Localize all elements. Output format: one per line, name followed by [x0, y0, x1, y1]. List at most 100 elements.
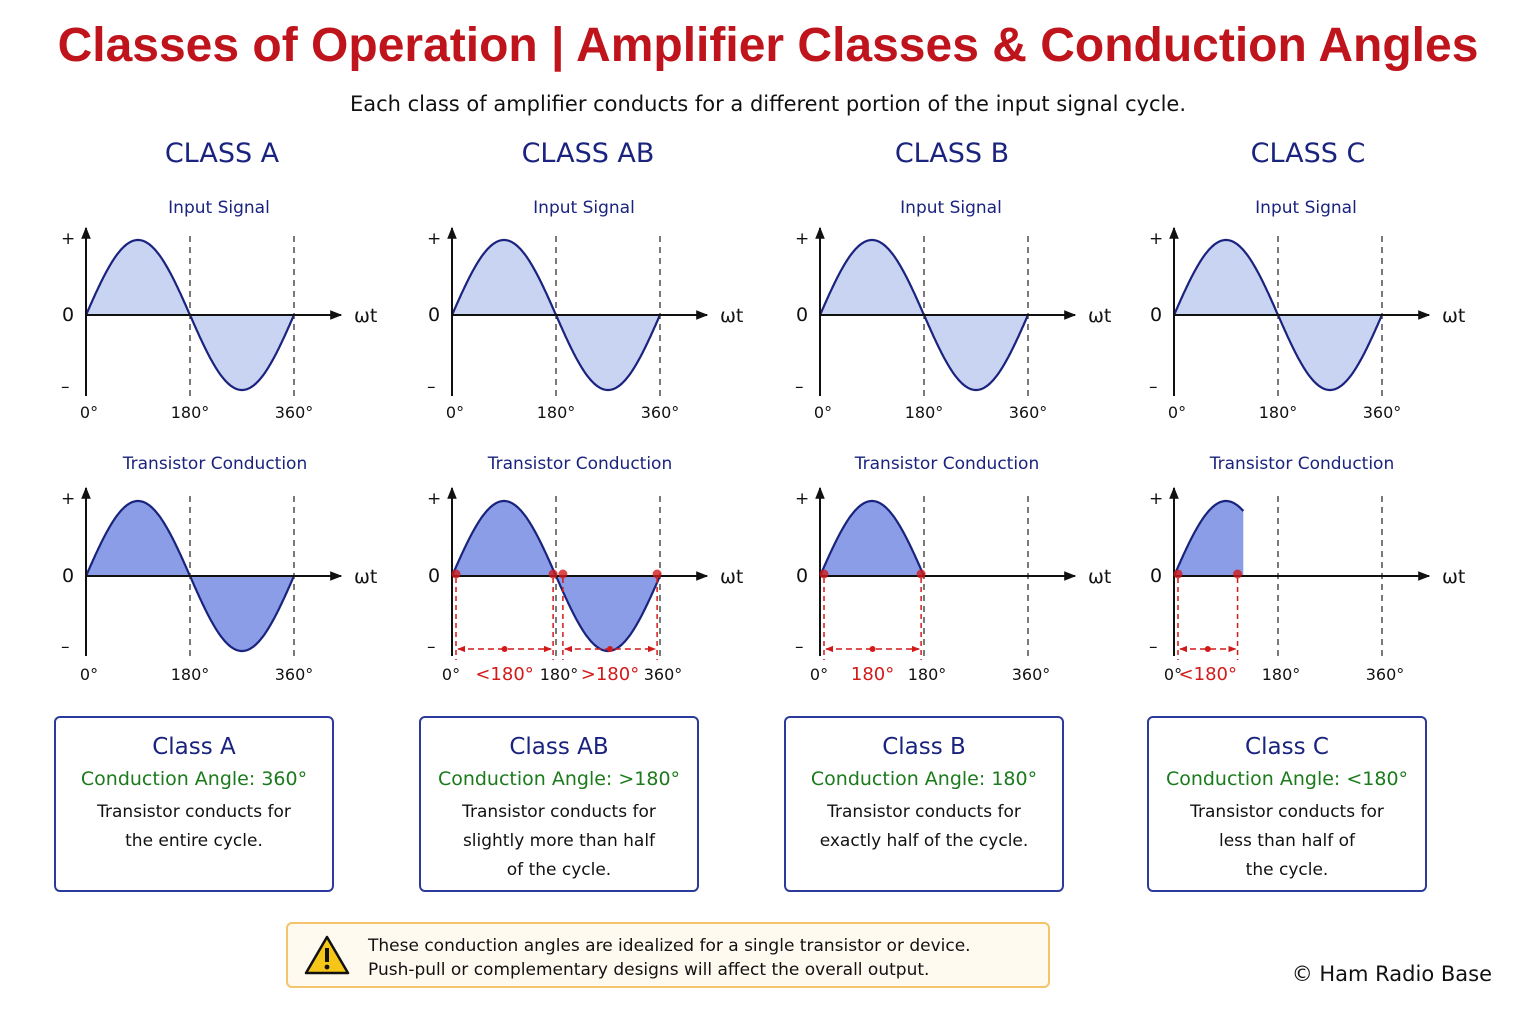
axis-minus-label: – [795, 377, 804, 397]
conduction-span-midpoint [869, 646, 876, 652]
class-description-line: Transistor conducts for [462, 802, 656, 822]
tick-label-360: 360° [1012, 665, 1051, 684]
conduction-angle-text: Conduction Angle: 180° [810, 768, 1038, 790]
conduction-start-dot [558, 569, 568, 579]
tick-label-0: 0° [810, 665, 828, 684]
conduction-span-midpoint [501, 646, 508, 652]
tick-label-360: 360° [1009, 403, 1048, 422]
tick-label-180: 180° [905, 403, 944, 422]
class-description: Transistor conducts for exactly half of t… [804, 798, 1044, 856]
axis-minus-label: – [1149, 377, 1158, 397]
conduction-end-dot [548, 569, 558, 579]
conduction-start-dot [451, 569, 461, 579]
conduction-span-label: <180° [1179, 664, 1237, 685]
axis-plus-label: + [61, 489, 75, 509]
warning-note-text: These conduction angles are idealized fo… [368, 934, 971, 982]
tick-label-0: 0° [446, 403, 464, 422]
axis-minus-label: – [61, 637, 70, 657]
class-description: Transistor conducts for slightly more tha… [439, 798, 679, 885]
conduction-fill [1174, 501, 1244, 576]
tick-label-180: 180° [1262, 665, 1301, 684]
axis-plus-label: + [1149, 229, 1163, 249]
tick-label-180: 180° [171, 665, 210, 684]
axis-zero-label: 0 [62, 304, 74, 326]
tick-label-180: 180° [540, 665, 579, 684]
input-signal-graph: +0 – ωt 0° 180° 360° [795, 226, 1111, 422]
conduction-end-dot [652, 569, 662, 579]
conduction-angle-text: Conduction Angle: >180° [437, 768, 681, 790]
axis-minus-label: – [427, 637, 436, 657]
axis-x-label: ωt [1088, 566, 1111, 588]
input-signal-graph: +0 – ωt 0° 180° 360° [61, 226, 377, 422]
input-signal-graph: +0 – ωt 0° 180° 360° [427, 226, 743, 422]
warning-note-line: Push-pull or complementary designs will … [368, 960, 930, 980]
tick-label-180: 180° [908, 665, 947, 684]
transistor-conduction-graph: +0 – ωt 0° 180° 360° <180° [1149, 486, 1465, 685]
class-info-title: Class AB [509, 734, 609, 760]
axis-minus-label: – [427, 377, 436, 397]
axis-x-label: ωt [354, 305, 377, 327]
axis-minus-label: – [61, 377, 70, 397]
class-info-title: Class B [882, 734, 966, 760]
tick-label-0: 0° [814, 403, 832, 422]
conduction-curve [1173, 499, 1245, 577]
axis-zero-label: 0 [428, 565, 440, 587]
class-description-line: Transistor conducts for [1190, 802, 1384, 822]
class-column-2: +0 – ωt 0° 180° 360° +0 – ωt 0° 180° 360° <180° >180° [427, 226, 743, 685]
axis-zero-label: 0 [1150, 304, 1162, 326]
conduction-angle-text: Conduction Angle: <180° [1165, 768, 1409, 790]
tick-label-360: 360° [275, 403, 314, 422]
tick-label-0: 0° [442, 665, 460, 684]
axis-plus-label: + [795, 229, 809, 249]
warning-note-line: These conduction angles are idealized fo… [368, 936, 971, 956]
tick-label-0: 0° [1168, 403, 1186, 422]
transistor-conduction-label: Transistor Conduction [854, 454, 1040, 474]
axis-x-label: ωt [354, 566, 377, 588]
transistor-conduction-graph: +0 – ωt 0° 180° 360° [61, 486, 377, 684]
tick-label-180: 180° [1259, 403, 1298, 422]
class-description-line: of the cycle. [506, 860, 612, 880]
warning-icon [304, 935, 350, 975]
axis-zero-label: 0 [62, 565, 74, 587]
class-description: Transistor conducts for less than half of… [1167, 798, 1407, 885]
warning-note: These conduction angles are idealized fo… [286, 922, 1050, 988]
class-column-3: +0 – ωt 0° 180° 360° +0 – ωt 0° 180° 360° 180° [795, 226, 1111, 685]
axis-plus-label: + [427, 229, 441, 249]
axis-x-label: ωt [720, 305, 743, 327]
axis-x-label: ωt [1442, 566, 1465, 588]
tick-label-0: 0° [1164, 665, 1182, 684]
page-subtitle: Each class of amplifier conducts for a d… [349, 92, 1187, 116]
axis-zero-label: 0 [428, 304, 440, 326]
axis-x-label: ωt [1442, 305, 1465, 327]
tick-label-360: 360° [641, 403, 680, 422]
transistor-conduction-graph: +0 – ωt 0° 180° 360° <180° >180° [427, 486, 743, 685]
tick-label-360: 360° [1366, 665, 1405, 684]
copyright: © Ham Radio Base [1291, 962, 1492, 986]
input-signal-label: Input Signal [168, 198, 270, 218]
class-column-4: +0 – ωt 0° 180° 360° +0 – ωt 0° 180° 360° <180° [1149, 226, 1465, 685]
input-signal-label: Input Signal [533, 198, 635, 218]
transistor-conduction-label: Transistor Conduction [1209, 454, 1395, 474]
class-description-line: slightly more than half [462, 831, 656, 851]
tick-label-0: 0° [80, 665, 98, 684]
page-title: Classes of Operation | Amplifier Classes… [57, 19, 1479, 72]
transistor-conduction-graph: +0 – ωt 0° 180° 360° 180° [795, 486, 1111, 685]
class-description-line: Transistor conducts for [827, 802, 1021, 822]
class-info-title: Class A [152, 734, 236, 760]
axis-x-label: ωt [720, 566, 743, 588]
tick-label-360: 360° [1363, 403, 1402, 422]
input-signal-label: Input Signal [1255, 198, 1357, 218]
class-heading: CLASS B [894, 138, 1010, 169]
input-signal-graph: +0 – ωt 0° 180° 360° [1149, 226, 1465, 422]
axis-minus-label: – [1149, 637, 1158, 657]
tick-label-180: 180° [171, 403, 210, 422]
conduction-angle-text: Conduction Angle: 360° [80, 768, 308, 790]
axis-x-label: ωt [1088, 305, 1111, 327]
tick-label-360: 360° [275, 665, 314, 684]
axis-zero-label: 0 [796, 304, 808, 326]
class-heading: CLASS A [164, 138, 280, 169]
conduction-start-dot [819, 569, 829, 579]
class-info-card: Class B Conduction Angle: 180° Transistor … [784, 716, 1064, 892]
class-description-line: less than half of [1218, 831, 1356, 851]
